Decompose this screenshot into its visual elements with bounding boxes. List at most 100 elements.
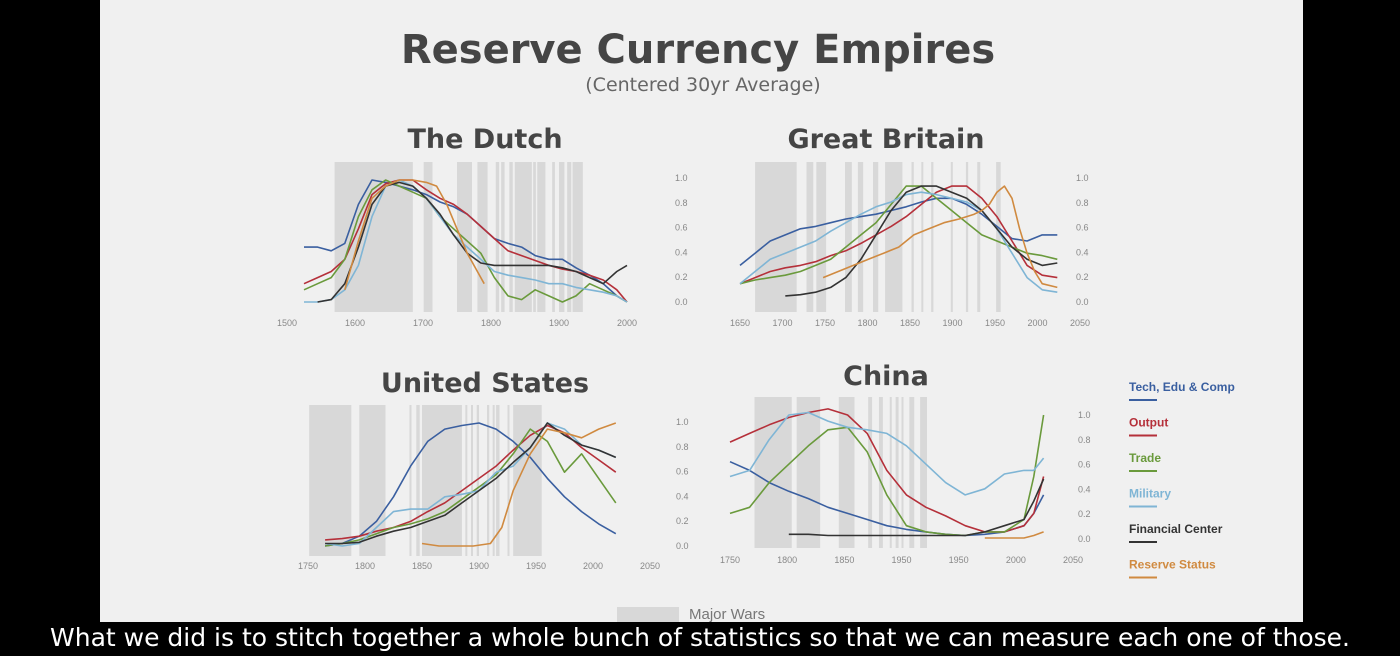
x-tick-label: 1900 bbox=[549, 318, 569, 328]
series-military bbox=[324, 422, 617, 547]
legend-label-trade: Trade bbox=[1129, 451, 1161, 465]
x-tick-label: 1900 bbox=[469, 561, 489, 571]
war-band bbox=[476, 405, 479, 556]
x-tick-label: 2050 bbox=[640, 561, 660, 571]
y-tick-label: 0.6 bbox=[1076, 223, 1089, 233]
wars-label: Major Wars bbox=[689, 606, 765, 622]
x-tick-label: 1950 bbox=[891, 555, 911, 565]
x-tick-label: 1750 bbox=[720, 555, 740, 565]
x-tick-label: 1850 bbox=[900, 318, 920, 328]
war-band bbox=[755, 162, 797, 312]
war-band bbox=[572, 162, 583, 312]
x-tick-label: 2000 bbox=[1027, 318, 1047, 328]
legend-label-output: Output bbox=[1129, 416, 1168, 430]
y-tick-label: 0.2 bbox=[1076, 272, 1089, 282]
chart-title: United States bbox=[381, 368, 589, 399]
x-tick-label: 1700 bbox=[772, 318, 792, 328]
war-band bbox=[465, 405, 468, 556]
war-band bbox=[496, 405, 500, 556]
y-tick-label: 1.0 bbox=[676, 417, 689, 427]
war-band bbox=[537, 162, 546, 312]
series-financial bbox=[785, 185, 1058, 297]
war-band bbox=[889, 397, 892, 548]
series-tech bbox=[739, 197, 1058, 267]
legend-label-tech: Tech, Edu & Comp bbox=[1129, 380, 1235, 394]
x-tick-label: 1950 bbox=[526, 561, 546, 571]
series-financial bbox=[317, 181, 628, 303]
war-band bbox=[996, 162, 1001, 312]
series-reserve bbox=[344, 179, 485, 291]
x-tick-label: 1850 bbox=[412, 561, 432, 571]
y-tick-label: 0.0 bbox=[675, 297, 688, 307]
war-band bbox=[868, 397, 873, 548]
wars-key: Major Wars bbox=[617, 606, 765, 622]
series-tech bbox=[324, 422, 617, 547]
war-band bbox=[796, 397, 821, 548]
war-band bbox=[878, 397, 883, 548]
y-tick-label: 0.2 bbox=[1078, 509, 1091, 519]
chart-title: Great Britain bbox=[787, 124, 984, 155]
y-tick-label: 0.6 bbox=[1078, 460, 1091, 470]
chart-united-states: United States 1750 1800 1850 1900 1950 2000 205… bbox=[298, 368, 689, 571]
x-tick-label: 1950 bbox=[949, 555, 969, 565]
y-tick-label: 0.2 bbox=[675, 272, 688, 282]
chart-great-britain: Great Britain 1650 1700 1750 1800 1850 1900 195… bbox=[730, 124, 1090, 328]
series-reserve bbox=[822, 185, 1058, 289]
y-tick-label: 0.4 bbox=[676, 491, 689, 501]
y-tick-label: 0.2 bbox=[676, 516, 689, 526]
war-band bbox=[501, 162, 505, 312]
x-tick-label: 1500 bbox=[277, 318, 297, 328]
war-band bbox=[895, 397, 899, 548]
legend: Tech, Edu & Comp Output Trade Military Finan… bbox=[1129, 380, 1235, 579]
war-band bbox=[552, 162, 555, 312]
y-tick-label: 0.0 bbox=[1078, 534, 1091, 544]
y-tick-label: 0.6 bbox=[675, 223, 688, 233]
y-tick-label: 0.0 bbox=[676, 541, 689, 551]
y-tick-label: 0.4 bbox=[675, 247, 688, 257]
series-output bbox=[325, 424, 617, 541]
chart-the-dutch: The Dutch 1500 1600 1700 1800 1900 2000 0.0 0.2 0… bbox=[277, 124, 688, 328]
x-tick-label: 2000 bbox=[1006, 555, 1026, 565]
war-band bbox=[950, 162, 953, 312]
x-tick-label: 1800 bbox=[857, 318, 877, 328]
x-tick-label: 1700 bbox=[413, 318, 433, 328]
war-band bbox=[309, 405, 352, 556]
y-tick-label: 1.0 bbox=[1078, 410, 1091, 420]
war-band bbox=[931, 162, 934, 312]
war-band bbox=[477, 162, 488, 312]
series-output bbox=[739, 185, 1058, 285]
war-band bbox=[911, 162, 914, 312]
legend-label-military: Military bbox=[1129, 487, 1171, 501]
war-band bbox=[416, 405, 420, 556]
x-tick-label: 1800 bbox=[777, 555, 797, 565]
x-tick-label: 2000 bbox=[617, 318, 637, 328]
war-band bbox=[423, 162, 433, 312]
x-tick-label: 1850 bbox=[834, 555, 854, 565]
slide-title: Reserve Currency Empires bbox=[401, 27, 995, 73]
y-tick-label: 0.8 bbox=[1078, 435, 1091, 445]
series-trade bbox=[303, 179, 628, 303]
war-band bbox=[457, 162, 472, 312]
x-tick-label: 2050 bbox=[1063, 555, 1083, 565]
war-band bbox=[567, 162, 572, 312]
war-band bbox=[509, 162, 513, 312]
x-tick-label: 1900 bbox=[942, 318, 962, 328]
charts: The Dutch 1500 1600 1700 1800 1900 2000 0.0 0.2 0… bbox=[277, 124, 1091, 571]
x-tick-label: 1600 bbox=[345, 318, 365, 328]
wars-swatch bbox=[617, 607, 679, 622]
y-tick-label: 1.0 bbox=[675, 173, 688, 183]
x-tick-label: 1950 bbox=[985, 318, 1005, 328]
x-tick-label: 2000 bbox=[583, 561, 603, 571]
x-tick-label: 2050 bbox=[1070, 318, 1090, 328]
war-band bbox=[754, 397, 792, 548]
war-band bbox=[909, 397, 915, 548]
chart-title: The Dutch bbox=[407, 124, 562, 155]
war-band bbox=[920, 397, 927, 548]
y-tick-label: 0.8 bbox=[676, 442, 689, 452]
x-tick-label: 1750 bbox=[815, 318, 835, 328]
war-band bbox=[533, 162, 536, 312]
war-band bbox=[514, 162, 532, 312]
war-band bbox=[857, 162, 864, 312]
war-band bbox=[471, 405, 474, 556]
series-military bbox=[729, 411, 1045, 496]
